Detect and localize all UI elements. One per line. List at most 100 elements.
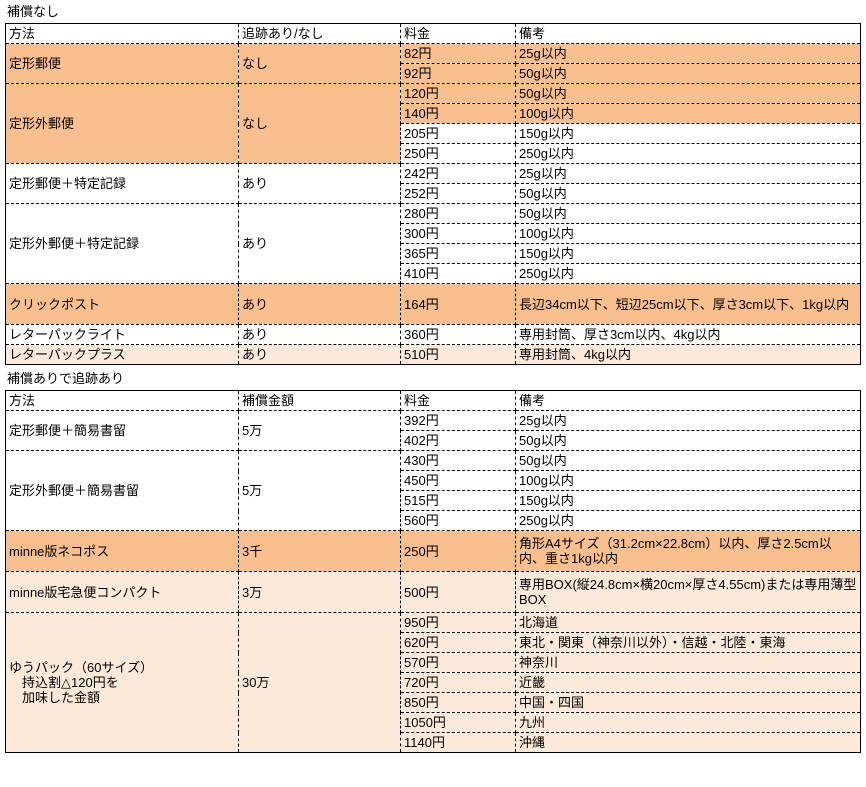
table-row: 定形郵便＋特定記録 あり 242円 25g以内 bbox=[5, 163, 861, 204]
col-header-method: 方法 bbox=[5, 23, 239, 44]
cell-fee: 515円 bbox=[400, 490, 516, 511]
table-row: minne版宅急便コンパクト 3万 500円 専用BOX(縦24.8cm×横20… bbox=[5, 571, 861, 613]
cell-method: レターパックライト bbox=[5, 324, 239, 345]
cell-fee: 164円 bbox=[400, 283, 516, 325]
table-row: 570円 神奈川 bbox=[6, 652, 861, 673]
cell-note: 専用BOX(縦24.8cm×横20cm×厚さ4.55cm)または専用薄型BOX bbox=[515, 571, 861, 613]
table-row: 402円 50g以内 bbox=[6, 430, 861, 451]
cell-tracking: あり bbox=[238, 324, 401, 345]
cell-tracking: なし bbox=[238, 83, 401, 164]
col-header-method: 方法 bbox=[5, 390, 239, 411]
cell-method: 定形外郵便＋簡易書留 bbox=[5, 450, 239, 531]
cell-method: クリックポスト bbox=[5, 283, 239, 325]
cell-method: minne版ネコポス bbox=[5, 530, 239, 572]
table-row: 720円 近畿 bbox=[6, 672, 861, 693]
cell-note: 北海道 bbox=[515, 612, 861, 633]
cell-method: ゆうパック（60サイズ） 持込割△120円を 加味した金額 bbox=[5, 612, 239, 753]
shipping-fee-sheet: 補償なし 方法 追跡あり/なし 料金 備考 定形郵便 なし 82円 25g以内 … bbox=[5, 3, 866, 753]
cell-note: 25g以内 bbox=[515, 43, 861, 64]
cell-note: 50g以内 bbox=[515, 450, 861, 471]
cell-note: 中国・四国 bbox=[515, 692, 861, 713]
cell-method: レターパックプラス bbox=[5, 344, 239, 365]
table-row: 1140円 沖縄 bbox=[6, 732, 861, 753]
col-header-note: 備考 bbox=[515, 390, 861, 411]
cell-tracking: なし bbox=[238, 43, 401, 84]
col-header-fee: 料金 bbox=[400, 390, 516, 411]
cell-fee: 140円 bbox=[400, 103, 516, 124]
col-header-compensation: 補償金額 bbox=[238, 390, 401, 411]
table-row: 850円 中国・四国 bbox=[6, 692, 861, 713]
table-row: レターパックプラス あり 510円 専用封筒、4kg以内 bbox=[5, 344, 861, 365]
col-header-fee: 料金 bbox=[400, 23, 516, 44]
cell-note: 100g以内 bbox=[515, 223, 861, 244]
table-row: 1050円 九州 bbox=[6, 712, 861, 733]
cell-note: 250g以内 bbox=[515, 143, 861, 164]
table-row: ゆうパック（60サイズ） 持込割△120円を 加味した金額 30万 950円 北… bbox=[5, 612, 861, 753]
cell-fee: 620円 bbox=[400, 632, 516, 653]
cell-note: 150g以内 bbox=[515, 123, 861, 144]
table-with-compensation: 方法 補償金額 料金 備考 定形郵便＋簡易書留 5万 392円 25g以内 40… bbox=[5, 390, 861, 753]
table-row: 定形外郵便＋簡易書留 5万 430円 50g以内 bbox=[5, 450, 861, 531]
cell-note: 九州 bbox=[515, 712, 861, 733]
table2-header-row: 方法 補償金額 料金 備考 bbox=[5, 390, 861, 411]
cell-note: 近畿 bbox=[515, 672, 861, 693]
cell-fee: 82円 bbox=[400, 43, 516, 64]
cell-fee: 850円 bbox=[400, 692, 516, 713]
table-row: 515円 150g以内 bbox=[6, 490, 861, 511]
cell-note: 50g以内 bbox=[515, 183, 861, 204]
cell-note: 専用封筒、4kg以内 bbox=[515, 344, 861, 365]
table-row: 410円 250g以内 bbox=[6, 263, 861, 284]
cell-note: 長辺34cm以下、短辺25cm以下、厚さ3cm以下、1kg以内 bbox=[515, 283, 861, 325]
cell-note: 東北・関東（神奈川以外）・信越・北陸・東海 bbox=[515, 632, 861, 653]
cell-compensation: 5万 bbox=[238, 410, 401, 451]
cell-fee: 500円 bbox=[400, 571, 516, 613]
cell-method: 定形外郵便＋特定記録 bbox=[5, 203, 239, 284]
cell-fee: 1140円 bbox=[400, 732, 516, 753]
table-row: 定形郵便＋簡易書留 5万 392円 25g以内 bbox=[5, 410, 861, 451]
cell-fee: 410円 bbox=[400, 263, 516, 284]
cell-method: 定形郵便＋特定記録 bbox=[5, 163, 239, 204]
table-row: 250円 250g以内 bbox=[6, 143, 861, 164]
table1-header-row: 方法 追跡あり/なし 料金 備考 bbox=[5, 23, 861, 44]
cell-fee: 950円 bbox=[400, 612, 516, 633]
cell-note: 250g以内 bbox=[515, 263, 861, 284]
cell-note: 50g以内 bbox=[515, 430, 861, 451]
table-row: 92円 50g以内 bbox=[6, 63, 861, 84]
cell-compensation: 30万 bbox=[238, 612, 401, 753]
cell-fee: 365円 bbox=[400, 243, 516, 264]
cell-note: 100g以内 bbox=[515, 103, 861, 124]
table-row: 300円 100g以内 bbox=[6, 223, 861, 244]
table-row: クリックポスト あり 164円 長辺34cm以下、短辺25cm以下、厚さ3cm以… bbox=[5, 283, 861, 325]
cell-fee: 450円 bbox=[400, 470, 516, 491]
table-row: レターパックライト あり 360円 専用封筒、厚さ3cm以内、4kg以内 bbox=[5, 324, 861, 345]
cell-fee: 360円 bbox=[400, 324, 516, 345]
cell-note: 50g以内 bbox=[515, 63, 861, 84]
cell-note: 沖縄 bbox=[515, 732, 861, 753]
cell-fee: 280円 bbox=[400, 203, 516, 224]
cell-note: 100g以内 bbox=[515, 470, 861, 491]
table-row: 620円 東北・関東（神奈川以外）・信越・北陸・東海 bbox=[6, 632, 861, 653]
cell-note: 角形A4サイズ（31.2cm×22.8cm）以内、厚さ2.5cm以内、重さ1kg… bbox=[515, 530, 861, 572]
table-row: 560円 250g以内 bbox=[6, 510, 861, 531]
cell-tracking: あり bbox=[238, 344, 401, 365]
table-row: 定形郵便 なし 82円 25g以内 bbox=[5, 43, 861, 84]
table-no-compensation: 方法 追跡あり/なし 料金 備考 定形郵便 なし 82円 25g以内 92円 5… bbox=[5, 23, 861, 365]
table-row: 定形外郵便＋特定記録 あり 280円 50g以内 bbox=[5, 203, 861, 284]
cell-compensation: 5万 bbox=[238, 450, 401, 531]
cell-compensation: 3千 bbox=[238, 530, 401, 572]
cell-fee: 120円 bbox=[400, 83, 516, 104]
cell-fee: 392円 bbox=[400, 410, 516, 431]
cell-fee: 205円 bbox=[400, 123, 516, 144]
cell-note: 150g以内 bbox=[515, 243, 861, 264]
cell-tracking: あり bbox=[238, 163, 401, 204]
cell-fee: 570円 bbox=[400, 652, 516, 673]
table-row: 定形外郵便 なし 120円 50g以内 bbox=[5, 83, 861, 164]
cell-note: 神奈川 bbox=[515, 652, 861, 673]
cell-method: 定形郵便 bbox=[5, 43, 239, 84]
cell-fee: 402円 bbox=[400, 430, 516, 451]
cell-fee: 560円 bbox=[400, 510, 516, 531]
cell-method: minne版宅急便コンパクト bbox=[5, 571, 239, 613]
cell-fee: 430円 bbox=[400, 450, 516, 471]
cell-fee: 300円 bbox=[400, 223, 516, 244]
col-header-tracking: 追跡あり/なし bbox=[238, 23, 401, 44]
